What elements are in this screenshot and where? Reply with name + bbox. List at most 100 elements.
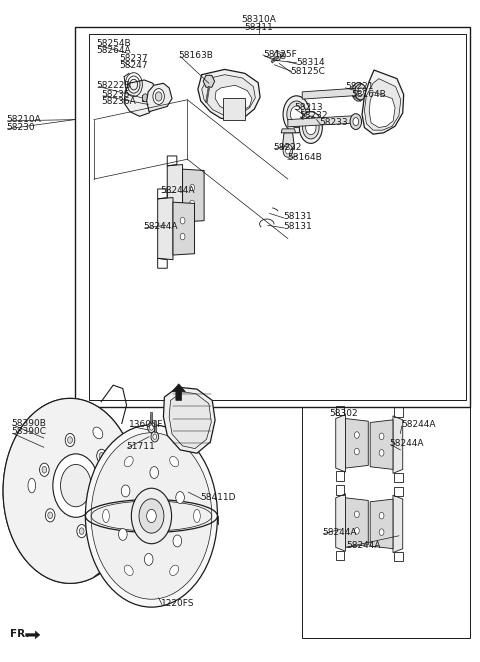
Polygon shape <box>336 494 346 551</box>
Polygon shape <box>203 75 215 87</box>
Ellipse shape <box>93 532 103 544</box>
Polygon shape <box>124 80 156 117</box>
Circle shape <box>190 200 194 207</box>
Text: 58302: 58302 <box>329 409 358 418</box>
Circle shape <box>379 512 384 519</box>
Text: 58411D: 58411D <box>201 493 236 502</box>
Circle shape <box>350 114 361 130</box>
Ellipse shape <box>193 509 200 522</box>
Circle shape <box>355 511 359 518</box>
Circle shape <box>39 463 49 477</box>
Text: 58237: 58237 <box>120 54 148 63</box>
Circle shape <box>173 535 181 547</box>
Circle shape <box>306 120 316 134</box>
Text: 58390B: 58390B <box>11 419 46 428</box>
Text: 58244A: 58244A <box>160 187 195 195</box>
Text: 58244A: 58244A <box>323 528 357 537</box>
Text: 58233: 58233 <box>320 118 348 127</box>
Text: 58244A: 58244A <box>346 542 381 550</box>
Circle shape <box>60 465 91 506</box>
Polygon shape <box>167 165 182 226</box>
Circle shape <box>147 509 156 522</box>
Circle shape <box>77 524 86 538</box>
Text: 58314: 58314 <box>297 58 325 68</box>
Circle shape <box>150 467 158 479</box>
Polygon shape <box>370 420 393 469</box>
Polygon shape <box>169 392 211 449</box>
Polygon shape <box>393 495 403 553</box>
Circle shape <box>103 495 112 508</box>
Circle shape <box>274 52 281 61</box>
Ellipse shape <box>170 456 179 467</box>
Text: 51711: 51711 <box>126 442 155 451</box>
Circle shape <box>283 96 310 133</box>
Circle shape <box>355 528 359 534</box>
Circle shape <box>42 467 47 473</box>
Circle shape <box>300 112 323 144</box>
Text: 58131: 58131 <box>283 222 312 231</box>
Circle shape <box>91 433 212 599</box>
Circle shape <box>355 432 359 438</box>
Circle shape <box>46 508 55 522</box>
Circle shape <box>283 144 293 158</box>
Polygon shape <box>198 70 260 120</box>
Ellipse shape <box>103 509 109 522</box>
Text: 58164B: 58164B <box>351 90 386 99</box>
Polygon shape <box>25 631 40 639</box>
Text: 58232: 58232 <box>300 111 328 120</box>
Text: 58163B: 58163B <box>179 51 214 60</box>
Ellipse shape <box>170 565 179 575</box>
Text: 58213: 58213 <box>295 103 323 113</box>
Polygon shape <box>336 414 346 472</box>
Text: 58244A: 58244A <box>389 439 424 448</box>
Polygon shape <box>142 95 149 101</box>
Circle shape <box>143 94 148 102</box>
Circle shape <box>3 399 137 583</box>
Circle shape <box>156 92 162 101</box>
Circle shape <box>379 433 384 440</box>
Circle shape <box>355 84 366 100</box>
Text: 58125F: 58125F <box>263 50 297 60</box>
Circle shape <box>358 88 363 96</box>
Circle shape <box>151 432 158 442</box>
Text: 58311: 58311 <box>245 23 274 32</box>
Text: 58125C: 58125C <box>291 67 325 76</box>
Polygon shape <box>3 399 137 583</box>
Text: 58310A: 58310A <box>242 15 276 24</box>
Circle shape <box>180 217 185 224</box>
Text: 58247: 58247 <box>120 61 148 70</box>
Text: 58222B: 58222B <box>96 81 131 90</box>
Polygon shape <box>157 197 173 260</box>
Circle shape <box>144 553 153 565</box>
Circle shape <box>96 449 106 463</box>
Circle shape <box>148 422 156 433</box>
Text: 58164B: 58164B <box>287 154 322 162</box>
Circle shape <box>353 118 359 126</box>
Circle shape <box>355 448 359 455</box>
Polygon shape <box>370 499 393 549</box>
Text: 58390C: 58390C <box>11 427 46 436</box>
Circle shape <box>65 434 75 447</box>
Circle shape <box>352 83 365 101</box>
Text: FR.: FR. <box>10 628 30 639</box>
Text: 58236A: 58236A <box>101 97 136 107</box>
Circle shape <box>153 434 157 440</box>
Circle shape <box>190 184 194 191</box>
Polygon shape <box>182 169 204 222</box>
Ellipse shape <box>124 456 133 467</box>
Polygon shape <box>215 85 252 112</box>
Circle shape <box>153 89 164 105</box>
Ellipse shape <box>93 427 103 439</box>
Text: 58230: 58230 <box>6 123 35 132</box>
Polygon shape <box>346 498 368 547</box>
Text: 58235: 58235 <box>101 90 130 99</box>
Polygon shape <box>281 129 296 133</box>
Circle shape <box>281 52 286 59</box>
Circle shape <box>379 529 384 536</box>
Circle shape <box>355 87 362 97</box>
Polygon shape <box>369 92 395 128</box>
Polygon shape <box>362 70 404 134</box>
Circle shape <box>68 437 72 444</box>
Circle shape <box>290 106 302 122</box>
Polygon shape <box>288 116 357 127</box>
